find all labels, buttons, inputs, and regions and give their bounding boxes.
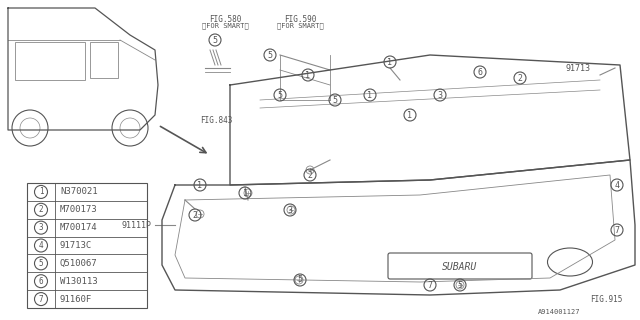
FancyBboxPatch shape <box>388 253 532 279</box>
Text: 5: 5 <box>458 281 463 290</box>
Text: 1: 1 <box>408 110 413 119</box>
Text: 1: 1 <box>367 91 372 100</box>
Text: FIG.843: FIG.843 <box>200 116 232 124</box>
Text: 6: 6 <box>38 277 44 286</box>
Text: 1: 1 <box>243 188 248 197</box>
Text: 91111P: 91111P <box>122 220 152 229</box>
Text: Q510067: Q510067 <box>60 259 98 268</box>
Text: 3: 3 <box>38 223 44 232</box>
Text: 91713C: 91713C <box>60 241 92 250</box>
Text: 6: 6 <box>477 68 483 76</box>
Text: 7: 7 <box>614 226 620 235</box>
Text: 5: 5 <box>38 259 44 268</box>
Text: 3: 3 <box>438 91 442 100</box>
Text: FIG.915: FIG.915 <box>590 295 622 304</box>
Text: 〈FOR SMART〉: 〈FOR SMART〉 <box>202 22 248 28</box>
Text: 91713: 91713 <box>565 63 590 73</box>
Text: M700173: M700173 <box>60 205 98 214</box>
Text: 1: 1 <box>38 188 44 196</box>
Text: 2: 2 <box>38 205 44 214</box>
Text: 91160F: 91160F <box>60 295 92 304</box>
FancyBboxPatch shape <box>27 183 147 308</box>
Text: 7: 7 <box>428 281 433 290</box>
Text: 1: 1 <box>198 180 202 189</box>
Text: 5: 5 <box>333 95 337 105</box>
Text: W130113: W130113 <box>60 277 98 286</box>
Text: A914001127: A914001127 <box>538 309 580 315</box>
Text: 5: 5 <box>278 91 282 100</box>
Text: 5: 5 <box>212 36 218 44</box>
Text: 5: 5 <box>298 276 303 284</box>
Text: 5: 5 <box>268 51 273 60</box>
Text: 4: 4 <box>614 180 620 189</box>
Text: FIG.580: FIG.580 <box>209 15 241 24</box>
Text: 2: 2 <box>193 211 198 220</box>
Text: 2: 2 <box>518 74 522 83</box>
Text: 4: 4 <box>38 241 44 250</box>
Text: 3: 3 <box>287 205 292 214</box>
Text: 1: 1 <box>305 70 310 79</box>
Text: N370021: N370021 <box>60 188 98 196</box>
Text: 7: 7 <box>38 295 44 304</box>
Text: M700174: M700174 <box>60 223 98 232</box>
Text: 1: 1 <box>387 58 392 67</box>
Text: SUBARU: SUBARU <box>442 262 477 272</box>
Text: FIG.590: FIG.590 <box>284 15 316 24</box>
Text: 2: 2 <box>307 171 312 180</box>
Text: 〈FOR SMART〉: 〈FOR SMART〉 <box>276 22 323 28</box>
